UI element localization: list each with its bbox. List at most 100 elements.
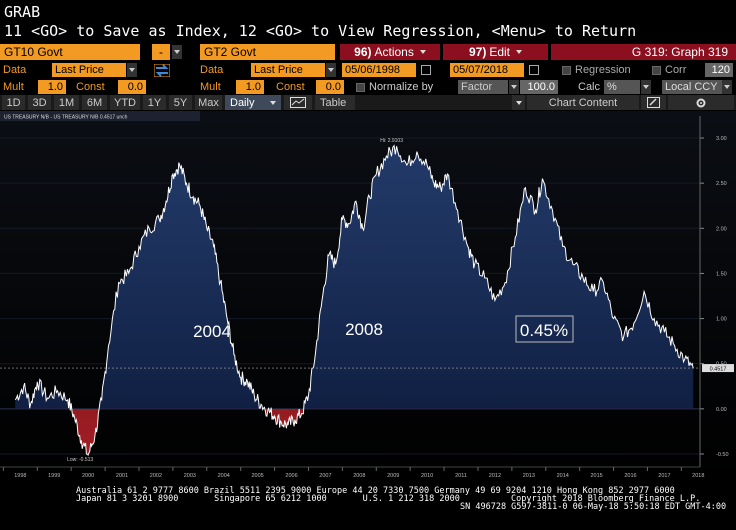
chart-content-dropdown[interactable] <box>512 95 525 110</box>
x-tick-label: 2004 <box>218 473 230 479</box>
chart-content-button[interactable]: Chart Content <box>527 95 639 110</box>
tab-5y[interactable]: 5Y <box>169 95 192 110</box>
tab-1m[interactable]: 1M <box>54 95 79 110</box>
const1-label: Const <box>76 81 105 93</box>
chevron-down-icon <box>511 85 517 89</box>
tab-ytd[interactable]: YTD <box>110 95 140 110</box>
annotation-box <box>515 315 574 343</box>
start-date-field[interactable]: 05/06/1998 <box>342 63 416 77</box>
x-tick-label: 2010 <box>421 473 433 479</box>
footer-line1: Australia 61 2 9777 8600 Brazil 5511 239… <box>76 486 675 496</box>
factor-value-field[interactable]: 100.0 <box>520 80 558 94</box>
edit-number: 97) <box>468 45 487 59</box>
operator-selector[interactable]: - <box>152 44 170 60</box>
x-tick-label: 2000 <box>82 473 94 479</box>
low-label: Low: -0.513 <box>67 457 93 463</box>
chevron-down-icon <box>129 68 135 72</box>
calc-dropdown[interactable] <box>641 80 651 94</box>
calc-select[interactable]: % <box>604 80 640 94</box>
x-tick-label: 2011 <box>455 473 467 479</box>
calendar-icon[interactable] <box>529 65 539 75</box>
series-line: 0.4517 <box>0 144 734 457</box>
mult2-label: Mult <box>200 81 221 93</box>
period-tab-bar: 1D 3D 1M 6M YTD 1Y 5Y Max Daily Table Ch… <box>0 95 736 110</box>
annotation-current-spread: 0.45% <box>520 321 568 340</box>
yield-spread-chart[interactable]: US TREASURY N/B - US TREASURY N/B 0.4517… <box>0 111 736 485</box>
currency-dropdown[interactable] <box>722 80 732 94</box>
swap-icon[interactable] <box>153 63 171 77</box>
tab-1d[interactable]: 1D <box>2 95 25 110</box>
corr-period-field[interactable]: 120 <box>705 63 733 77</box>
x-tick-label: 2003 <box>184 473 196 479</box>
edit-button[interactable]: 97) Edit <box>443 44 548 60</box>
edit-chart-icon[interactable] <box>641 95 666 110</box>
y-tick-label: 2.50 <box>716 181 727 187</box>
graph-title: G 319: Graph 319 <box>551 44 736 60</box>
x-tick-label: 2001 <box>116 473 128 479</box>
checkbox-icon <box>652 65 661 75</box>
x-tick-label: 2006 <box>285 473 297 479</box>
data2-label: Data <box>200 64 224 76</box>
regression-checkbox[interactable]: Regression <box>562 63 631 77</box>
calendar-icon[interactable] <box>421 65 431 75</box>
y-tick-label: 1.00 <box>716 317 727 323</box>
frequency-select[interactable]: Daily <box>225 95 281 110</box>
field2-select[interactable]: Last Price <box>251 63 325 77</box>
gear-icon[interactable] <box>668 95 734 110</box>
x-axis: 1998 1999 2000 2001 2002 2003 2004 2005 2006 2007… <box>0 466 704 479</box>
regression-label: Regression <box>575 64 631 76</box>
y-tick-label: -0.50 <box>716 452 729 458</box>
field2-dropdown[interactable] <box>326 63 336 77</box>
security1-field[interactable]: GT10 Govt <box>0 44 140 60</box>
actions-label: Actions <box>374 45 414 59</box>
last-value-label: 0.4517 <box>710 367 727 373</box>
security-toolbar: GT10 Govt - GT2 Govt 96) Actions 97) Edi… <box>0 44 736 61</box>
frequency-label: Daily <box>230 96 255 109</box>
checkbox-icon <box>356 82 365 92</box>
x-tick-label: 1999 <box>48 473 60 479</box>
mult1-field[interactable]: 1.0 <box>38 80 66 94</box>
chevron-down-icon <box>643 85 649 89</box>
normalize-checkbox[interactable]: Normalize by <box>356 80 433 94</box>
x-tick-label: 2015 <box>590 473 602 479</box>
x-tick-label: 2017 <box>658 473 670 479</box>
x-tick-label: 1998 <box>14 473 26 479</box>
chevron-down-icon <box>516 50 523 54</box>
annotation-2008: 2008 <box>345 320 383 339</box>
tab-max[interactable]: Max <box>195 95 222 110</box>
end-date-field[interactable]: 05/07/2018 <box>450 63 524 77</box>
operator-dropdown[interactable] <box>172 45 182 59</box>
calc-label: Calc <box>578 81 601 93</box>
footer-line2: Japan 81 3 3201 8900 Singapore 65 6212 1… <box>76 494 701 504</box>
x-tick-label: 2018 <box>692 473 704 479</box>
chevron-down-icon <box>515 100 522 105</box>
positive-area <box>15 145 694 409</box>
command-hint: 11 <GO> to Save as Index, 12 <GO> to Vie… <box>4 22 637 40</box>
corr-label: Corr <box>665 64 687 76</box>
const2-field[interactable]: 0.0 <box>316 80 344 94</box>
tab-1y[interactable]: 1Y <box>143 95 166 110</box>
table-button[interactable]: Table <box>315 95 355 110</box>
chevron-down-icon <box>419 50 426 54</box>
normalize-label: Normalize by <box>369 81 434 93</box>
factor-select[interactable]: Factor <box>458 80 508 94</box>
tab-6m[interactable]: 6M <box>82 95 107 110</box>
x-tick-label: 2002 <box>150 473 162 479</box>
actions-button[interactable]: 96) Actions <box>340 44 440 60</box>
x-tick-label: 2016 <box>624 473 636 479</box>
chevron-down-icon <box>724 85 730 89</box>
mult2-field[interactable]: 1.0 <box>236 80 264 94</box>
data-row: Data Last Price Data Last Price 05/06/19… <box>0 63 736 78</box>
chevron-down-icon <box>270 100 276 105</box>
field1-select[interactable]: Last Price <box>52 63 126 77</box>
currency-select[interactable]: Local CCY <box>662 80 722 94</box>
corr-checkbox[interactable]: Corr <box>652 63 686 77</box>
factor-dropdown[interactable] <box>509 80 519 94</box>
line-chart-icon[interactable] <box>284 95 312 110</box>
security2-field[interactable]: GT2 Govt <box>200 44 335 60</box>
y-tick-label: 2.00 <box>716 226 727 232</box>
const1-field[interactable]: 0.0 <box>118 80 146 94</box>
field1-dropdown[interactable] <box>127 63 137 77</box>
tab-3d[interactable]: 3D <box>28 95 51 110</box>
edit-label: Edit <box>489 45 511 59</box>
